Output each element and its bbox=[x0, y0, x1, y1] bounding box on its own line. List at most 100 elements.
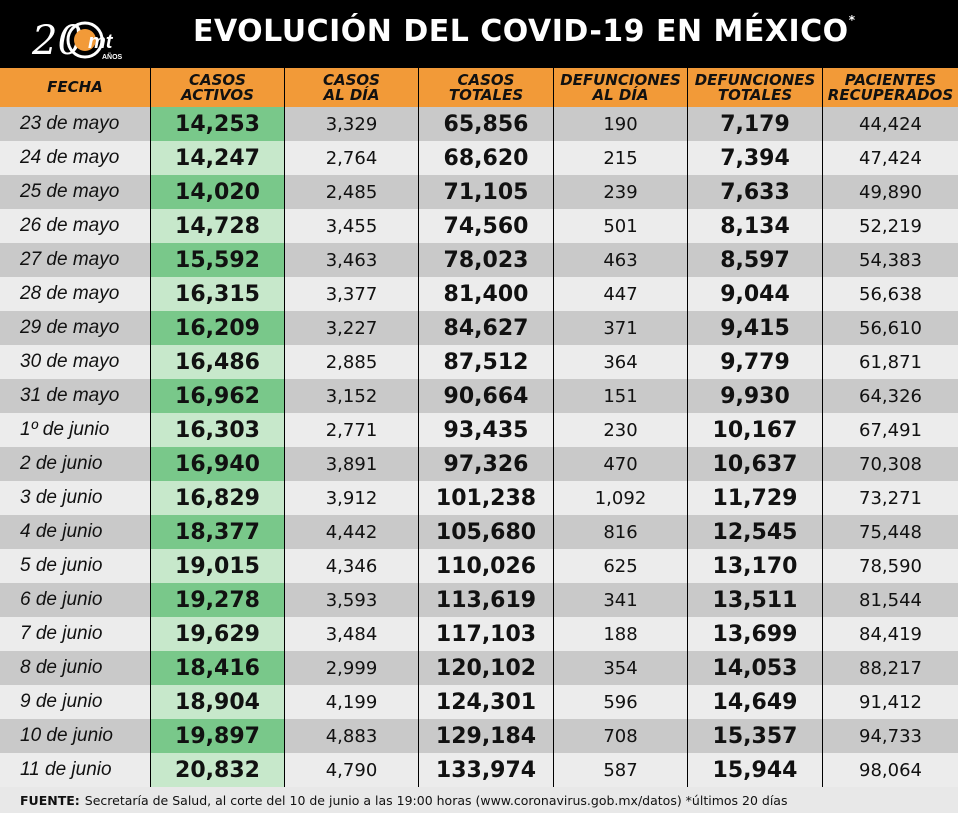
cell-def-dia: 470 bbox=[554, 447, 688, 481]
cell-def-totales: 15,944 bbox=[688, 753, 823, 787]
cell-fecha: 30 de mayo bbox=[0, 345, 151, 379]
cell-activos: 18,904 bbox=[151, 685, 285, 719]
table-row: 30 de mayo 16,486 2,885 87,512 364 9,779 61,87… bbox=[0, 345, 958, 379]
cell-def-dia: 708 bbox=[554, 719, 688, 753]
cell-activos: 14,020 bbox=[151, 175, 285, 209]
cell-casos-dia: 4,346 bbox=[285, 549, 419, 583]
cell-fecha: 1º de junio bbox=[0, 413, 151, 447]
table-row: 27 de mayo 15,592 3,463 78,023 463 8,597 54,38… bbox=[0, 243, 958, 277]
cell-def-totales: 12,545 bbox=[688, 515, 823, 549]
cell-fecha: 23 de mayo bbox=[0, 107, 151, 141]
cell-def-totales: 15,357 bbox=[688, 719, 823, 753]
cell-activos: 15,592 bbox=[151, 243, 285, 277]
cell-casos-dia: 2,999 bbox=[285, 651, 419, 685]
cell-def-totales: 7,394 bbox=[688, 141, 823, 175]
cell-recuperados: 44,424 bbox=[859, 113, 922, 135]
cell-fecha: 26 de mayo bbox=[0, 209, 151, 243]
cell-recuperados: 75,448 bbox=[859, 521, 922, 543]
table-row: 25 de mayo 14,020 2,485 71,105 239 7,633 49,89… bbox=[0, 175, 958, 209]
cell-casos-dia: 4,199 bbox=[285, 685, 419, 719]
cell-def-totales: 7,179 bbox=[688, 107, 823, 141]
cell-fecha: 7 de junio bbox=[0, 617, 151, 651]
cell-recuperados: 81,544 bbox=[859, 589, 922, 611]
cell-def-totales: 7,633 bbox=[688, 175, 823, 209]
cell-def-totales: 9,415 bbox=[688, 311, 823, 345]
cell-casos-dia: 3,912 bbox=[285, 481, 419, 515]
cell-casos-totales: 110,026 bbox=[419, 549, 554, 583]
table-row: 31 de mayo 16,962 3,152 90,664 151 9,930 64,32… bbox=[0, 379, 958, 413]
cell-def-dia: 151 bbox=[554, 379, 688, 413]
title-asterisk: * bbox=[848, 13, 856, 27]
cell-activos: 16,829 bbox=[151, 481, 285, 515]
table-row: 5 de junio 19,015 4,346 110,026 625 13,170 78,… bbox=[0, 549, 958, 583]
column-header-casos-totales: CASOS TOTALES bbox=[419, 68, 554, 107]
cell-def-totales: 8,597 bbox=[688, 243, 823, 277]
table-row: 11 de junio 20,832 4,790 133,974 587 15,944 98… bbox=[0, 753, 958, 787]
cell-fecha: 27 de mayo bbox=[0, 243, 151, 277]
cell-casos-totales: 78,023 bbox=[419, 243, 554, 277]
title-text: EVOLUCIÓN DEL COVID-19 EN MÉXICO bbox=[193, 14, 849, 49]
cell-casos-totales: 84,627 bbox=[419, 311, 554, 345]
cell-casos-dia: 2,485 bbox=[285, 175, 419, 209]
cell-casos-dia: 2,764 bbox=[285, 141, 419, 175]
cell-def-dia: 447 bbox=[554, 277, 688, 311]
cell-casos-dia: 2,885 bbox=[285, 345, 419, 379]
cell-def-dia: 341 bbox=[554, 583, 688, 617]
cell-fecha: 5 de junio bbox=[0, 549, 151, 583]
logo-years: AÑOS bbox=[102, 52, 123, 61]
cell-def-dia: 230 bbox=[554, 413, 688, 447]
cell-def-totales: 13,511 bbox=[688, 583, 823, 617]
cell-recuperados: 52,219 bbox=[859, 215, 922, 237]
cell-casos-totales: 68,620 bbox=[419, 141, 554, 175]
cell-recuperados: 88,217 bbox=[859, 657, 922, 679]
table-row: 28 de mayo 16,315 3,377 81,400 447 9,044 56,63… bbox=[0, 277, 958, 311]
cell-activos: 19,629 bbox=[151, 617, 285, 651]
cell-def-dia: 239 bbox=[554, 175, 688, 209]
cell-recuperados: 67,491 bbox=[859, 419, 922, 441]
cell-casos-totales: 87,512 bbox=[419, 345, 554, 379]
cell-fecha: 4 de junio bbox=[0, 515, 151, 549]
cell-def-totales: 11,729 bbox=[688, 481, 823, 515]
cell-recuperados: 64,326 bbox=[859, 385, 922, 407]
cell-def-totales: 10,637 bbox=[688, 447, 823, 481]
table-row: 2 de junio 16,940 3,891 97,326 470 10,637 70,3… bbox=[0, 447, 958, 481]
cell-casos-dia: 3,593 bbox=[285, 583, 419, 617]
cell-casos-totales: 129,184 bbox=[419, 719, 554, 753]
cell-fecha: 9 de junio bbox=[0, 685, 151, 719]
cell-recuperados: 98,064 bbox=[859, 759, 922, 781]
cell-casos-totales: 81,400 bbox=[419, 277, 554, 311]
cell-def-dia: 596 bbox=[554, 685, 688, 719]
cell-activos: 16,209 bbox=[151, 311, 285, 345]
cell-casos-totales: 113,619 bbox=[419, 583, 554, 617]
cell-fecha: 25 de mayo bbox=[0, 175, 151, 209]
cell-def-totales: 9,044 bbox=[688, 277, 823, 311]
cell-def-totales: 8,134 bbox=[688, 209, 823, 243]
cell-casos-dia: 3,463 bbox=[285, 243, 419, 277]
cell-def-totales: 13,699 bbox=[688, 617, 823, 651]
logo-brand: mt bbox=[88, 31, 114, 53]
cell-activos: 16,486 bbox=[151, 345, 285, 379]
header-bar: 20 mt AÑOS EVOLUCIÓN DEL COVID-19 EN MÉX… bbox=[0, 0, 958, 68]
page-title: EVOLUCIÓN DEL COVID-19 EN MÉXICO* bbox=[193, 13, 856, 49]
source-footer: FUENTE: Secretaría de Salud, al corte de… bbox=[0, 787, 958, 813]
cell-activos: 16,940 bbox=[151, 447, 285, 481]
cell-fecha: 8 de junio bbox=[0, 651, 151, 685]
cell-recuperados: 49,890 bbox=[859, 181, 922, 203]
table-row: 7 de junio 19,629 3,484 117,103 188 13,699 84,… bbox=[0, 617, 958, 651]
cell-def-totales: 14,649 bbox=[688, 685, 823, 719]
table-row: 24 de mayo 14,247 2,764 68,620 215 7,394 47,42… bbox=[0, 141, 958, 175]
cell-fecha: 31 de mayo bbox=[0, 379, 151, 413]
column-header-fecha: FECHA bbox=[0, 68, 151, 107]
cell-casos-totales: 101,238 bbox=[419, 481, 554, 515]
column-header-recuperados: PACIENTES RECUPERADOS bbox=[827, 70, 954, 104]
cell-fecha: 28 de mayo bbox=[0, 277, 151, 311]
cell-casos-dia: 4,442 bbox=[285, 515, 419, 549]
cell-activos: 14,253 bbox=[151, 107, 285, 141]
cell-fecha: 2 de junio bbox=[0, 447, 151, 481]
table-row: 1º de junio 16,303 2,771 93,435 230 10,167 67,… bbox=[0, 413, 958, 447]
cell-def-dia: 587 bbox=[554, 753, 688, 787]
cell-fecha: 6 de junio bbox=[0, 583, 151, 617]
cell-recuperados: 91,412 bbox=[859, 691, 922, 713]
cell-def-dia: 188 bbox=[554, 617, 688, 651]
